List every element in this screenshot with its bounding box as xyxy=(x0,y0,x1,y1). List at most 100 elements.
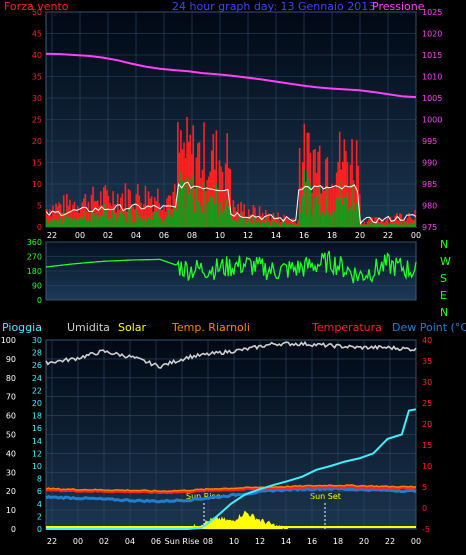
wind-bar xyxy=(47,216,50,227)
wind-bar-low xyxy=(123,217,125,227)
y-tick-direction: 270 xyxy=(27,253,42,262)
x-tick: 22 xyxy=(47,231,57,240)
wind-bar xyxy=(221,171,224,227)
wind-bar xyxy=(294,219,296,227)
y-tick-temp: 0 xyxy=(422,504,427,513)
wind-bar xyxy=(332,186,335,227)
wind-bar-low xyxy=(402,225,404,227)
wind-bar xyxy=(382,220,384,227)
wind-bar-low xyxy=(153,211,156,227)
wind-bar xyxy=(292,218,295,227)
wind-bar-low xyxy=(170,216,173,227)
legend-humidity: Umidita xyxy=(67,321,110,334)
wind-bar xyxy=(385,219,387,227)
wind-bar-low xyxy=(175,210,178,227)
wind-bar-low xyxy=(346,191,349,227)
wind-bar-low xyxy=(385,224,387,227)
wind-bar xyxy=(215,130,218,227)
x-tick-2: 00 xyxy=(73,537,83,546)
wind-bar xyxy=(61,212,64,227)
wind-bar xyxy=(268,213,270,227)
wind-bar xyxy=(269,220,272,227)
wind-bar xyxy=(409,217,412,227)
wind-bar-low xyxy=(183,181,185,227)
wind-bar-low xyxy=(173,206,176,227)
wind-bar xyxy=(234,206,236,227)
x-tick: 02 xyxy=(103,231,113,240)
wind-bar xyxy=(149,198,151,227)
header-left: Forza vento xyxy=(4,0,69,13)
wind-bar-low xyxy=(146,221,148,227)
wind-bar-low xyxy=(61,223,64,227)
wind-bar-low xyxy=(121,213,124,227)
wind-bar-low xyxy=(338,180,341,227)
y-tick-percent: 80 xyxy=(6,374,16,383)
wind-bar-low xyxy=(288,224,290,227)
wind-bar xyxy=(257,218,259,227)
wind-bar-low xyxy=(197,201,199,227)
wind-bar-low xyxy=(374,222,376,227)
wind-bar xyxy=(295,223,298,227)
wind-bar xyxy=(86,210,88,227)
wind-bar xyxy=(412,220,415,227)
wind-bar xyxy=(184,157,187,227)
wind-bar-low xyxy=(221,212,224,227)
wind-bar-low xyxy=(67,217,70,227)
wind-bar xyxy=(229,169,232,227)
wind-bar-low xyxy=(268,221,270,227)
wind-bar-low xyxy=(395,223,398,227)
y-tick-rain: 18 xyxy=(32,412,42,421)
wind-bar-low xyxy=(107,218,110,227)
wind-bar-low xyxy=(382,223,384,227)
wind-bar xyxy=(198,142,201,227)
y-tick-direction: 0 xyxy=(37,296,42,305)
wind-bar xyxy=(89,212,91,227)
compass-letter-e: E xyxy=(440,289,447,302)
wind-bar-low xyxy=(269,225,272,227)
wind-bar-low xyxy=(414,218,417,227)
y-tick-percent: 70 xyxy=(6,393,16,402)
wind-bar-low xyxy=(138,218,141,227)
y-tick-temp: 30 xyxy=(422,378,432,387)
wind-bar-low xyxy=(309,184,312,227)
wind-bar xyxy=(72,204,74,227)
wind-bar-low xyxy=(409,222,412,227)
wind-bar xyxy=(243,204,245,227)
wind-bar xyxy=(297,220,299,227)
direction-line xyxy=(45,250,417,284)
wind-bar-low xyxy=(198,200,201,227)
wind-bar-low xyxy=(56,220,59,227)
wind-bar-low xyxy=(210,197,213,227)
y-tick-rain: 26 xyxy=(32,361,42,370)
y-tick-temp: 35 xyxy=(422,357,432,366)
wind-bar-low xyxy=(53,218,56,227)
wind-bar-low xyxy=(305,215,307,227)
wind-bar xyxy=(395,212,398,227)
wind-bar-low xyxy=(226,200,228,227)
wind-bar xyxy=(345,150,347,227)
wind-bar xyxy=(67,206,70,227)
wind-bar-low xyxy=(90,211,93,227)
wind-bar xyxy=(386,218,389,227)
y-tick-rain: 2 xyxy=(37,512,42,521)
wind-bar-low xyxy=(149,218,151,227)
pressure-line xyxy=(45,52,417,99)
wind-bar xyxy=(237,203,239,227)
header-center: 24 hour graph day: 13 Gennaio 2013 xyxy=(172,0,375,13)
wind-bar-low xyxy=(130,214,133,227)
wind-bar xyxy=(69,199,71,227)
x-tick-2: 14 xyxy=(281,537,291,546)
wind-bar-low xyxy=(50,221,53,227)
wind-bar xyxy=(362,224,364,227)
wind-bar-low xyxy=(109,217,111,227)
y-tick-pressure: 1025 xyxy=(422,8,442,17)
wind-bar xyxy=(226,133,228,227)
x-tick-2: 22 xyxy=(47,537,57,546)
wind-bar-low xyxy=(218,204,221,227)
wind-bar-low xyxy=(281,222,284,227)
wind-bar-low xyxy=(314,197,316,227)
wind-bar-low xyxy=(184,207,187,227)
wind-bar-low xyxy=(203,181,205,227)
y-tick-rain: 24 xyxy=(32,374,42,383)
